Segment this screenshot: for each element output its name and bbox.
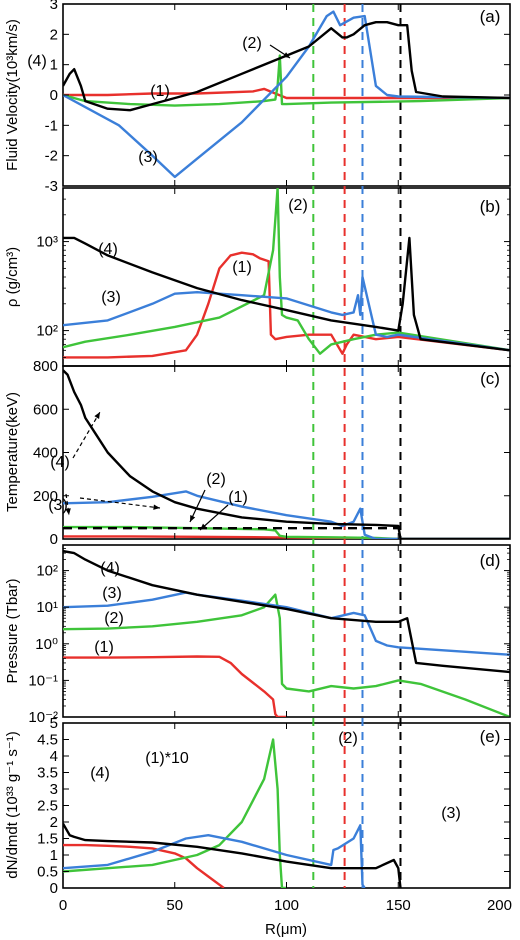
y-tick-label: 2: [50, 26, 58, 43]
series-annotation: (4): [98, 241, 118, 258]
series-line-3: [63, 275, 510, 352]
y-tick-label: 4.5: [37, 732, 58, 749]
y-tick-label: 1: [50, 847, 58, 864]
series-annotation: (2): [104, 610, 124, 627]
y-tick-label: 3: [50, 0, 58, 13]
y-tick-label: 10³: [36, 234, 58, 251]
y-tick-label: 200: [33, 488, 58, 505]
series-annotation: (1): [94, 639, 114, 656]
series-annotation: (3): [48, 497, 68, 514]
y-axis-label: Fluid Velocity(10³km/s): [4, 19, 21, 171]
y-tick-label: 3: [50, 781, 58, 798]
annotation-arrowhead: [153, 504, 160, 510]
x-tick-label: 0: [59, 897, 67, 914]
annotation-arrowhead: [190, 515, 196, 522]
panel-label: (a): [480, 7, 501, 26]
y-tick-label: 0: [50, 87, 58, 104]
panel-label: (b): [480, 197, 501, 216]
series-line-4: [63, 369, 510, 539]
panel-label: (c): [480, 369, 500, 388]
y-tick-label: 10⁰: [35, 636, 58, 653]
y-tick-label: 10²: [36, 323, 58, 340]
series-line-3: [63, 10, 510, 179]
series-line-3: [63, 824, 366, 888]
annotation-arrowhead: [65, 508, 71, 515]
y-tick-label: 3.5: [37, 765, 58, 782]
panel-frame: [62, 365, 511, 540]
series-line-4: [63, 236, 510, 352]
series-line-4: [63, 822, 402, 888]
y-tick-label: 5: [50, 715, 58, 732]
y-tick-label: 4: [50, 748, 58, 765]
y-tick-label: 0.5: [37, 864, 58, 881]
y-tick-label: -3: [45, 178, 58, 195]
y-axis-label: ρ (g/cm³): [4, 247, 21, 307]
series-line-4: [63, 549, 510, 674]
vertical-reference-lines: [312, 4, 402, 888]
y-tick-label: 0: [50, 531, 58, 548]
y-axis-label: Pressure (Tbar): [4, 578, 21, 683]
y-tick-label: 400: [33, 445, 58, 462]
y-axis-label: dN/dmdt (10³³ g⁻¹ s⁻¹): [4, 731, 21, 879]
x-tick-label: 200: [487, 897, 512, 914]
series-line-110: [63, 843, 225, 888]
y-tick-label: 600: [33, 401, 58, 418]
y-tick-label: 2.5: [37, 798, 58, 815]
y-tick-label: 10⁻²: [28, 709, 58, 726]
y-tick-label: 1.5: [37, 831, 58, 848]
panel-label: (e): [480, 727, 501, 746]
series-annotation: (4): [27, 53, 47, 70]
series-annotation: (2): [206, 471, 226, 488]
series-annotation: (1): [150, 83, 170, 100]
series-annotation: (2): [288, 197, 308, 214]
series-layer: [63, 10, 510, 888]
y-tick-label: -2: [45, 148, 58, 165]
series-line-2: [63, 54, 510, 107]
x-tick-label: 50: [166, 897, 183, 914]
series-annotation: (3): [441, 805, 461, 822]
ticks-layer: [62, 3, 511, 889]
annotation-arrow: [72, 411, 101, 459]
series-annotation: (1): [232, 259, 252, 276]
y-tick-label: -1: [45, 117, 58, 134]
annotation-arrowhead: [94, 412, 100, 419]
y-tick-label: 10¹: [36, 599, 58, 616]
y-axis-label: Temperature(keV): [4, 392, 21, 512]
annotation-arrowhead: [283, 52, 290, 58]
x-tick-label: 150: [386, 897, 411, 914]
series-annotation: (3): [138, 149, 158, 166]
series-annotation: (4): [100, 560, 120, 577]
series-annotation: (1): [228, 489, 248, 506]
series-annotation: (2): [242, 35, 262, 52]
y-tick-label: 2: [50, 814, 58, 831]
series-annotation: (4): [50, 454, 70, 471]
series-line-4: [63, 21, 510, 112]
series-line-3: [63, 490, 510, 539]
series-annotation: (2): [338, 730, 358, 747]
series-annotation: (3): [101, 289, 121, 306]
y-tick-label: 10²: [36, 563, 58, 580]
series-annotation: (3): [102, 585, 122, 602]
y-tick-label: 800: [33, 358, 58, 375]
series-line-2: [63, 188, 510, 355]
series-line-1: [63, 655, 287, 717]
series-line-2: [63, 593, 510, 717]
y-tick-label: 10⁻¹: [28, 672, 58, 689]
y-tick-label: 0: [50, 880, 58, 897]
annotation-arrowhead: [200, 523, 207, 530]
panel-label: (d): [480, 551, 501, 570]
series-annotation: (1)*10: [145, 750, 189, 767]
x-tick-label: 100: [274, 897, 299, 914]
series-annotation: (4): [90, 765, 110, 782]
x-axis-label: R(μm): [265, 921, 307, 938]
y-tick-label: 1: [50, 57, 58, 74]
series-line-3: [63, 591, 510, 656]
